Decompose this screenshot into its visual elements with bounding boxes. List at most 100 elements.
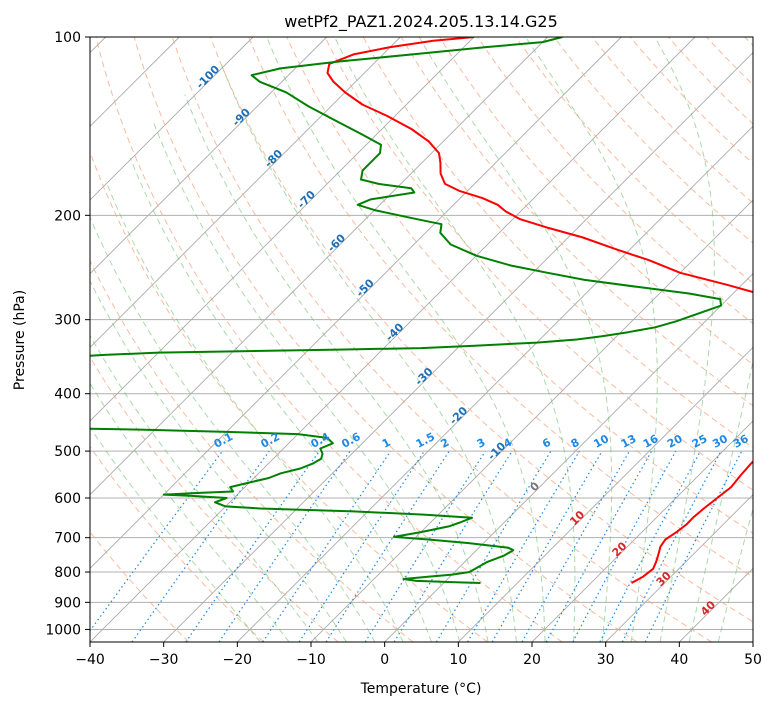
moist-adiabat xyxy=(90,426,261,642)
dry-adiabat xyxy=(629,37,753,165)
mixing-ratio-label: 16 xyxy=(641,432,661,451)
sounding-lines xyxy=(90,37,753,584)
isotherm-label: -70 xyxy=(295,188,318,211)
moist-adiabat xyxy=(90,279,347,642)
x-tick-label: 10 xyxy=(449,652,467,668)
dry-adiabat xyxy=(362,37,753,449)
isotherm-line xyxy=(384,273,753,642)
y-tick-label: 400 xyxy=(54,387,81,403)
dry-adiabat xyxy=(400,37,753,407)
moist-adiabat xyxy=(654,37,715,642)
mixing-ratio-label: 20 xyxy=(665,432,685,451)
mixing-ratio-line xyxy=(298,450,425,642)
mixing-ratio-label: 3 xyxy=(475,436,488,451)
mixing-ratio-line xyxy=(131,450,270,642)
mixing-ratio-line xyxy=(364,450,486,642)
x-tick-label: 30 xyxy=(597,652,615,668)
y-axis-label: Pressure (hPa) xyxy=(12,290,28,390)
mixing-ratio-line xyxy=(90,450,223,632)
moist-adiabat xyxy=(105,180,404,642)
isopleth-labels: 0.1 0.2 0.4 0.6 1 1.5 2 3 4 6 8 10 13 16 20 25 30 36-100-… xyxy=(194,63,751,619)
x-tick-label: 0 xyxy=(380,652,389,668)
isotherm-label: 40 xyxy=(698,598,718,618)
isotherm-line xyxy=(531,420,753,642)
y-tick-label: 700 xyxy=(54,531,81,547)
moist-adiabat xyxy=(688,358,753,642)
dry-adiabat xyxy=(706,37,753,86)
isotherm-label: -50 xyxy=(354,276,377,299)
dry-adiabat xyxy=(210,37,753,623)
isotherm-label: -30 xyxy=(412,365,435,388)
mixing-ratio-line xyxy=(599,450,702,642)
mixing-ratio-label: 36 xyxy=(731,432,751,451)
y-tick-label: 300 xyxy=(54,313,81,329)
isotherm-line xyxy=(605,494,753,642)
x-tick-label: −30 xyxy=(149,652,179,668)
isotherm-line xyxy=(90,37,696,642)
y-tick-label: 200 xyxy=(54,208,81,224)
moist-adiabat xyxy=(717,506,753,642)
y-tick-label: 900 xyxy=(54,595,81,611)
isotherm-label: 10 xyxy=(567,508,587,528)
mixing-ratio-label: 8 xyxy=(569,436,582,451)
mixing-ratio-label: 0.4 xyxy=(309,430,333,451)
x-axis-label: Temperature (°C) xyxy=(360,681,482,697)
moist-adiabat xyxy=(129,157,432,642)
isotherm-line xyxy=(90,37,622,569)
x-tick-label: 20 xyxy=(523,652,541,668)
moist-adiabat xyxy=(418,37,613,642)
mixing-ratio-line xyxy=(262,450,392,642)
isotherm-line xyxy=(90,37,401,348)
dry-adiabat xyxy=(95,37,563,642)
dry-adiabat xyxy=(248,37,753,578)
dry-adiabat xyxy=(90,259,414,642)
mixing-ratio-label: 2 xyxy=(439,436,452,451)
dry-adiabat xyxy=(133,37,638,642)
x-tick-label: −40 xyxy=(75,652,105,668)
mixing-ratio-label: 30 xyxy=(710,432,730,451)
dry-adiabat xyxy=(553,37,753,244)
moist-adiabat xyxy=(184,94,489,642)
dry-adiabat xyxy=(668,37,753,125)
isotherm-line xyxy=(90,37,254,201)
x-tick-label: 50 xyxy=(744,652,762,668)
isotherm-label: 20 xyxy=(610,539,630,559)
mixing-ratio-line xyxy=(218,450,351,642)
y-tick-label: 100 xyxy=(54,30,81,46)
dry-adiabat xyxy=(477,37,753,325)
mixing-ratio-label: 10 xyxy=(591,432,611,451)
mixing-ratio-line xyxy=(466,450,580,642)
moist-adiabat xyxy=(90,382,290,642)
moist-adiabat xyxy=(90,334,319,642)
isotherm-label: -100 xyxy=(194,63,223,92)
dry-adiabat xyxy=(591,37,753,204)
dry-adiabat xyxy=(90,150,488,642)
dry-adiabat xyxy=(90,531,190,642)
mixing-ratio-label: 13 xyxy=(619,432,639,451)
plot-frame xyxy=(89,36,754,643)
dry-adiabat xyxy=(744,37,753,47)
moist-adiabat xyxy=(90,215,376,642)
y-tick-label: 500 xyxy=(54,444,81,460)
temperature-profile-line xyxy=(326,37,753,584)
dry-adiabat xyxy=(438,37,753,366)
dry-adiabat xyxy=(90,356,339,642)
mixing-ratio-line xyxy=(545,450,653,642)
mixing-ratio-line xyxy=(393,450,513,642)
mixing-ratio-line xyxy=(572,450,677,642)
dry-adiabat xyxy=(286,37,753,534)
dry-adiabat xyxy=(90,445,264,642)
isotherm-line xyxy=(90,37,475,422)
y-tick-label: 1000 xyxy=(45,622,81,638)
isotherm-line xyxy=(90,37,327,275)
background-lines xyxy=(90,37,753,642)
y-tick-label: 600 xyxy=(54,491,81,507)
dry-adiabat xyxy=(515,37,753,284)
x-tick-label: −10 xyxy=(296,652,326,668)
mixing-ratio-line xyxy=(185,450,320,642)
mixing-ratio-line xyxy=(325,450,450,642)
isotherm-label: -60 xyxy=(325,231,348,254)
moist-adiabat xyxy=(219,61,517,642)
